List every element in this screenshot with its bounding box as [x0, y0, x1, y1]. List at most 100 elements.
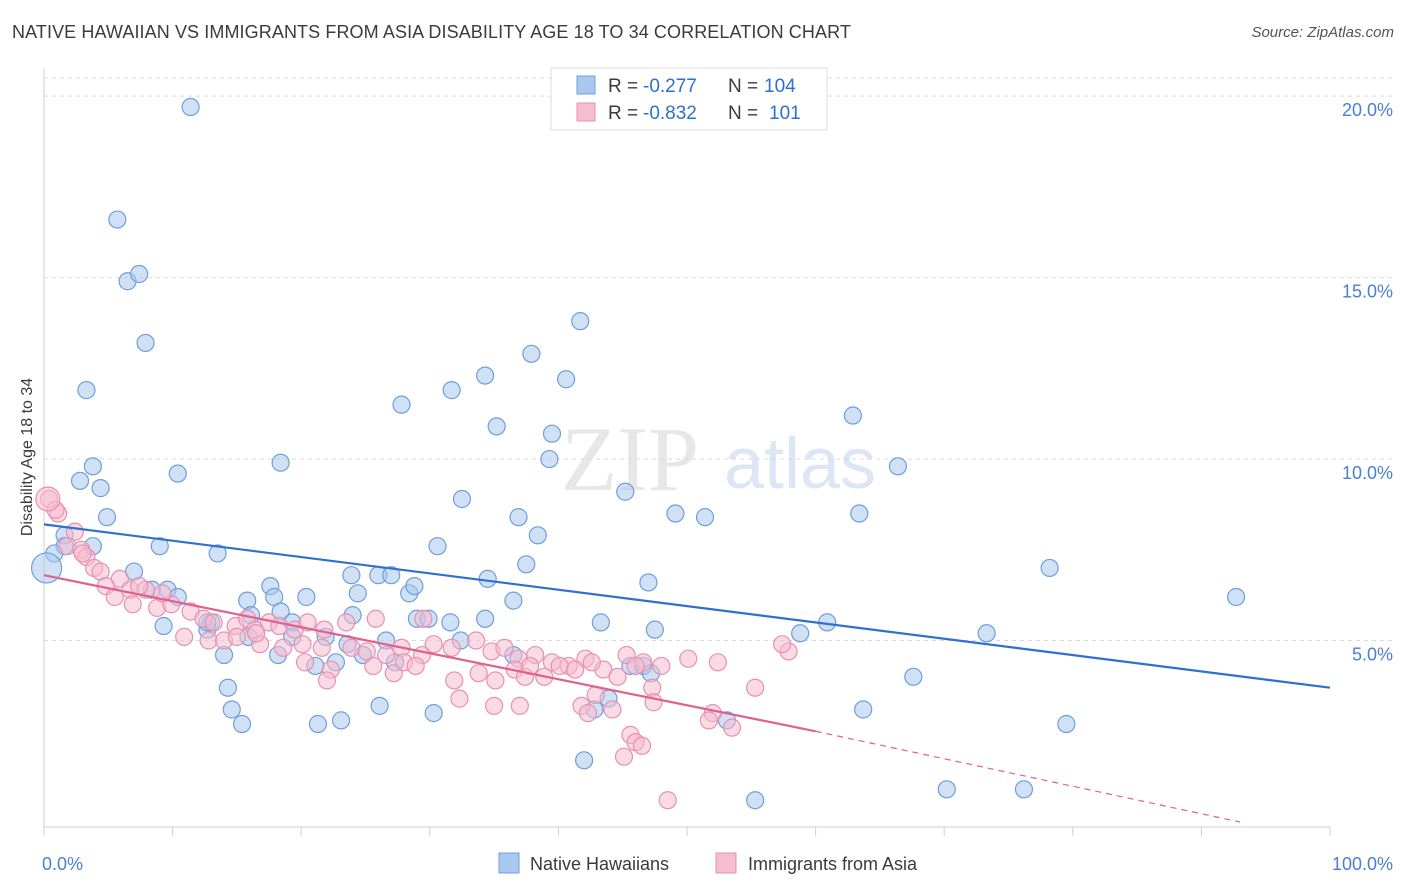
stats-n-label-1: N =: [728, 76, 758, 97]
native-hawaiians-point: [791, 624, 810, 643]
immigrants-from-asia-point: [227, 627, 246, 647]
axes: [43, 68, 1331, 836]
immigrants-from-asia-point: [510, 696, 529, 715]
immigrants-from-asia-point: [35, 486, 61, 512]
immigrants-from-asia-point: [295, 653, 315, 672]
x-tick-labels: 0.0% 100.0%: [42, 854, 1393, 874]
native-hawaiians-point: [370, 696, 389, 715]
source-credit: Source: ZipAtlas.com: [1251, 24, 1394, 41]
immigrants-from-asia-point: [199, 631, 218, 650]
immigrants-from-asia-point: [679, 649, 698, 668]
native-hawaiians-point: [428, 537, 447, 556]
immigrants-from-asia-point: [495, 638, 514, 657]
immigrants-from-asia-point: [337, 613, 356, 632]
native-hawaiians-point: [308, 714, 328, 734]
immigrants-from-asia-point: [445, 671, 464, 690]
immigrants-from-asia-point: [376, 645, 396, 665]
immigrants-from-asia-point: [466, 631, 486, 650]
native-hawaiians-point: [405, 576, 424, 596]
immigrants-from-asia-point: [722, 718, 742, 737]
native-hawaiians-point: [154, 616, 173, 636]
gridlines: [44, 77, 1392, 642]
immigrants-from-asia-point: [699, 711, 718, 730]
y-tick-labels: 5.0% 10.0% 15.0% 20.0%: [1342, 100, 1393, 664]
native-hawaiians-point: [509, 508, 528, 527]
immigrants-from-asia-point: [603, 700, 622, 719]
native-hawaiians-point: [528, 526, 547, 545]
immigrants-from-asia-point: [364, 656, 383, 676]
y-tick-label-20: 20.0%: [1342, 100, 1393, 120]
stats-r-label-1: R =: [608, 76, 638, 97]
native-hawaiians-point: [348, 584, 367, 603]
immigrants-from-asia-point: [578, 704, 598, 723]
native-hawaiians-point: [108, 210, 127, 229]
native-hawaiians-point: [1040, 558, 1059, 578]
legend-label-native-hawaiians: Native Hawaiians: [530, 854, 669, 874]
native-hawaiians-point: [854, 700, 873, 719]
native-hawaiians-point: [136, 333, 155, 353]
immigrants-from-asia-point: [73, 544, 92, 563]
native-hawaiians-point: [424, 704, 443, 723]
native-hawaiians-point: [232, 714, 252, 734]
stats-legend: R = -0.277 N = 104 R = -0.832 N = 101: [550, 67, 828, 131]
y-tick-label-15: 15.0%: [1342, 282, 1393, 302]
native-hawaiians-point: [977, 624, 996, 643]
immigrants-from-asia-point: [274, 638, 293, 657]
native-hawaiians-point: [1014, 780, 1034, 799]
native-hawaiians-point: [843, 406, 862, 425]
legend-label-immigrants-from-asia: Immigrants from Asia: [748, 854, 918, 874]
legend-swatch-immigrants-from-asia: [715, 852, 737, 874]
native-hawaiians-point: [70, 471, 90, 490]
immigrants-from-asia-point: [293, 635, 312, 654]
immigrants-from-asia-point: [658, 791, 677, 810]
native-hawaiians-point: [441, 613, 460, 632]
stats-r-value-1: -0.277: [643, 76, 697, 97]
immigrants-from-asia-point: [450, 689, 469, 708]
native-hawaiians-point: [904, 667, 923, 686]
immigrants-from-asia-point: [652, 656, 671, 676]
immigrants-from-asia-point: [486, 671, 505, 690]
immigrants-from-asia-point: [312, 638, 331, 657]
immigrants-from-asia-point: [442, 638, 461, 657]
trend-line-immigrants-from-asia: [43, 574, 816, 733]
immigrants-from-asia-point: [708, 653, 727, 672]
native-hawaiians-point: [30, 552, 63, 584]
immigrants-from-asia-point: [270, 616, 289, 636]
y-tick-label-10: 10.0%: [1342, 463, 1393, 483]
native-hawaiians-point: [208, 544, 227, 563]
native-hawaiians-point: [331, 711, 351, 730]
immigrants-from-asia-point: [123, 595, 142, 614]
native-hawaiians-point: [150, 537, 169, 556]
legend-swatch-native-hawaiians: [498, 852, 520, 874]
immigrants-from-asia-point: [366, 609, 385, 628]
immigrants-from-asia-point: [204, 613, 223, 632]
native-hawaiians-point: [130, 264, 149, 284]
immigrants-from-asia-point: [342, 638, 361, 657]
native-hawaiians-point: [97, 508, 117, 527]
stats-r-value-2: -0.832: [643, 103, 697, 124]
immigrants-from-asia-point: [247, 624, 266, 643]
native-hawaiians-point: [575, 751, 594, 770]
trend-line-immigrants-from-asia-extension: [815, 730, 1241, 823]
y-axis-label: Disability Age 18 to 34: [19, 378, 36, 536]
native-hawaiians-point: [168, 464, 187, 483]
immigrants-from-asia-point: [746, 678, 765, 697]
stats-legend-swatch-blue: [576, 75, 596, 95]
watermark-atlas: atlas: [724, 424, 876, 504]
immigrants-from-asia-point: [608, 667, 627, 686]
stats-n-label-2: N =: [728, 103, 758, 124]
native-hawaiians-point: [271, 453, 290, 472]
series-immigrants-from-asia: [35, 486, 798, 810]
native-hawaiians-point: [442, 381, 461, 400]
native-hawaiians-point: [83, 457, 102, 476]
immigrants-from-asia-point: [582, 653, 601, 672]
native-hawaiians-point: [297, 587, 316, 607]
native-hawaiians-point: [850, 504, 869, 523]
native-hawaiians-point: [888, 457, 908, 476]
native-hawaiians-point: [222, 700, 241, 719]
trend-lines: [43, 523, 1331, 823]
native-hawaiians-point: [639, 573, 658, 592]
native-hawaiians-point: [392, 395, 411, 414]
native-hawaiians-point: [91, 479, 110, 498]
